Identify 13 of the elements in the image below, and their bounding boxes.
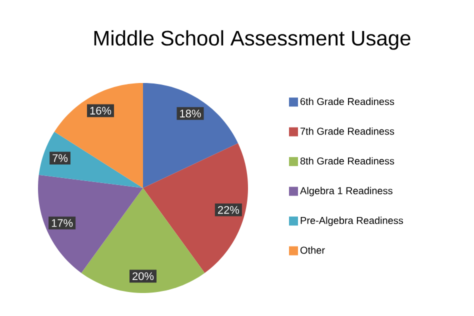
data-label: 7%: [52, 154, 68, 162]
legend-label: Pre-Algebra Readiness: [300, 216, 404, 226]
legend-label: 6th Grade Readiness: [300, 98, 394, 106]
chart-title: Middle School Assessment Usage: [94, 30, 410, 50]
data-label: 17%: [52, 219, 73, 227]
data-label: 22%: [218, 206, 240, 214]
legend-label: 8th Grade Readiness: [300, 157, 394, 165]
legend-label: 7th Grade Readiness: [300, 127, 394, 135]
legend-label: Other: [300, 246, 325, 254]
legend-label: Algebra 1 Readiness: [300, 186, 392, 196]
data-label: 16%: [90, 106, 112, 115]
data-label: 18%: [180, 110, 201, 118]
data-label: 20%: [132, 272, 154, 280]
